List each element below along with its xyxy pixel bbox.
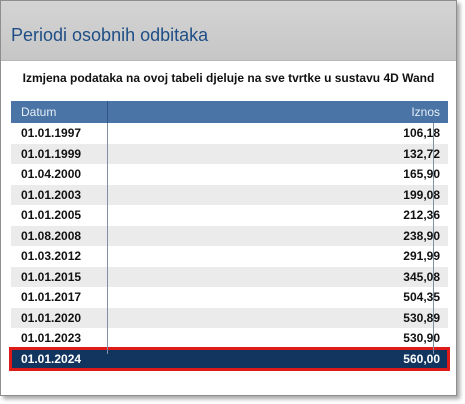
cell-date: 01.08.2008 <box>21 228 82 243</box>
table-row[interactable]: 01.03.2012 291,99 <box>11 246 448 267</box>
table-row[interactable]: 01.01.2023 530,90 <box>11 328 448 349</box>
cell-date: 01.01.2024 <box>21 351 82 366</box>
title-bar: Periodi osobnih odbitaka <box>1 1 456 61</box>
cell-date: 01.03.2012 <box>21 249 82 263</box>
cell-amount: 345,08 <box>403 269 440 284</box>
cell-date: 01.01.2017 <box>21 290 82 304</box>
table-header: Datum Iznos <box>11 101 448 123</box>
column-divider <box>433 123 434 354</box>
table-row[interactable]: 01.08.2008 238,90 <box>11 225 448 246</box>
cell-amount: 504,35 <box>403 290 440 304</box>
info-text: Izmjena podataka na ovoj tabeli djeluje … <box>22 71 435 85</box>
cell-date: 01.01.1999 <box>21 146 82 161</box>
cell-amount: 165,90 <box>403 167 440 181</box>
table-body: 01.01.1997 106,18 01.01.1999 132,72 01.04.… <box>9 123 450 371</box>
column-header-amount[interactable]: Iznos <box>411 105 440 119</box>
cell-amount: 199,08 <box>403 187 440 202</box>
cell-date: 01.01.1997 <box>21 126 82 140</box>
table-row[interactable]: 01.04.2000 165,90 <box>11 164 448 185</box>
cell-amount: 291,99 <box>403 249 440 263</box>
window: Periodi osobnih odbitaka Izmjena podatak… <box>0 0 457 396</box>
cell-date: 01.01.2020 <box>21 310 82 325</box>
cell-amount: 560,00 <box>403 351 440 366</box>
column-separator <box>107 101 108 123</box>
periods-table[interactable]: Datum Iznos 01.01.1997 106,18 01.01.1999 1… <box>9 101 450 390</box>
cell-date: 01.04.2000 <box>21 167 82 181</box>
table-row[interactable]: 01.01.2017 504,35 <box>11 287 448 308</box>
cell-amount: 212,36 <box>403 208 440 222</box>
cell-amount: 132,72 <box>403 146 440 161</box>
table-row[interactable]: 01.01.1997 106,18 <box>11 123 448 144</box>
cell-amount: 530,89 <box>403 310 440 325</box>
table-row[interactable]: 01.01.2003 199,08 <box>11 184 448 205</box>
column-divider <box>107 123 108 354</box>
cell-date: 01.01.2015 <box>21 269 82 284</box>
cell-date: 01.01.2005 <box>21 208 82 222</box>
cell-amount: 530,90 <box>403 331 440 345</box>
cell-date: 01.01.2023 <box>21 331 82 345</box>
table-row[interactable]: 01.01.2005 212,36 <box>11 205 448 226</box>
cell-amount: 238,90 <box>403 228 440 243</box>
table-row[interactable]: 01.01.1999 132,72 <box>11 143 448 164</box>
cell-date: 01.01.2003 <box>21 187 82 202</box>
window-title: Periodi osobnih odbitaka <box>11 25 209 45</box>
table-row-selected[interactable]: 01.01.2024 560,00 <box>9 346 450 371</box>
cell-amount: 106,18 <box>403 126 440 140</box>
table-row[interactable]: 01.01.2015 345,08 <box>11 266 448 287</box>
column-header-date[interactable]: Datum <box>21 105 57 119</box>
table-row[interactable]: 01.01.2020 530,89 <box>11 307 448 328</box>
